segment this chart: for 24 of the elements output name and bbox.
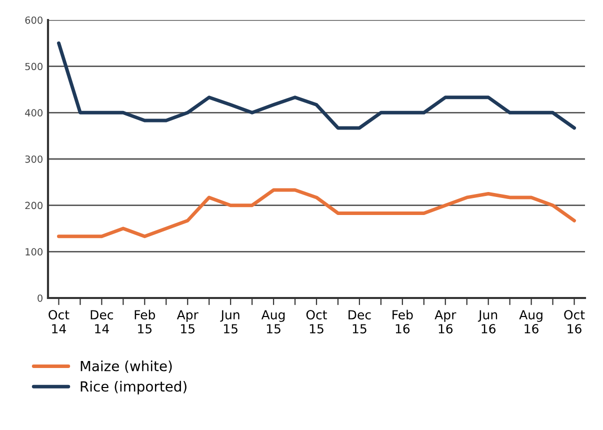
y-tick-label: 0 [38, 294, 42, 302]
x-tick-label: Feb 16 [392, 310, 413, 334]
y-tick-label: 300 [25, 155, 42, 163]
x-tick-label: Dec 14 [90, 310, 114, 334]
y-tick-label: 200 [25, 202, 42, 210]
x-tick-label: Aug 15 [261, 310, 285, 334]
x-tick-label: Oct 15 [306, 310, 328, 334]
y-tick-label: 400 [25, 109, 42, 116]
y-tick-label: 100 [26, 248, 42, 256]
x-tick-label: Jun 15 [220, 310, 240, 334]
x-tick-label: Jun 16 [478, 310, 498, 334]
line-series [57, 41, 576, 130]
x-tick-label: Apr 15 [176, 310, 198, 334]
legend-label: Rice (imported) [80, 380, 186, 394]
y-tick-label: 600 [25, 16, 42, 24]
legend-label: Maize (white) [80, 360, 172, 373]
line-series [57, 188, 576, 238]
x-tick-label: Dec 15 [348, 310, 371, 334]
x-tick-label: Apr 16 [434, 310, 456, 334]
y-tick-label: 500 [25, 62, 42, 70]
x-tick-label: Feb 15 [134, 310, 156, 334]
x-tick-label: Oct 16 [564, 310, 585, 334]
x-tick-label: Oct 14 [48, 310, 70, 334]
x-tick-label: Aug 16 [519, 310, 542, 334]
